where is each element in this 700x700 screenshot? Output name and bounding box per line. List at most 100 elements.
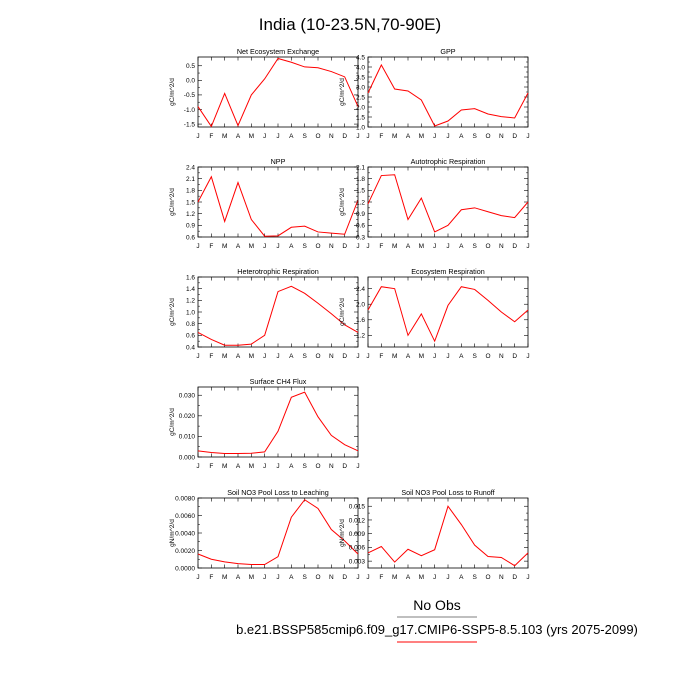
x-tick-label: J (196, 243, 199, 250)
x-tick-label: J (263, 574, 266, 581)
x-tick-label: J (446, 133, 449, 140)
plot-frame (197, 56, 359, 128)
y-tick-label: 1.2 (186, 298, 195, 305)
plot-frame (367, 497, 529, 569)
x-tick-label: A (236, 463, 241, 470)
x-tick-label: A (236, 133, 241, 140)
y-tick-label: 0.012 (349, 517, 366, 524)
y-tick-label: 0.4 (186, 344, 195, 351)
x-tick-label: O (485, 574, 490, 581)
x-tick-label: S (472, 133, 477, 140)
x-tick-label: M (392, 353, 397, 360)
x-tick-label: J (263, 463, 266, 470)
x-tick-label: M (249, 243, 254, 250)
x-tick-label: J (446, 574, 449, 581)
x-tick-label: O (315, 463, 320, 470)
y-tick-label: 1.5 (356, 188, 365, 195)
x-tick-label: O (315, 353, 320, 360)
y-tick-label: 0.000 (179, 454, 196, 461)
x-tick-label: M (392, 243, 397, 250)
y-tick-label: 1.0 (186, 309, 195, 316)
x-tick-label: J (276, 463, 279, 470)
y-tick-label: 0.6 (186, 333, 195, 340)
x-tick-label: J (196, 133, 199, 140)
y-tick-label: 2.0 (356, 104, 365, 111)
series-line (197, 175, 359, 237)
y-tick-label: 0.0020 (175, 548, 195, 555)
x-tick-label: M (249, 133, 254, 140)
x-tick-label: J (366, 353, 369, 360)
x-tick-label: M (419, 353, 424, 360)
x-tick-label: F (379, 574, 383, 581)
x-tick-label: F (379, 133, 383, 140)
y-tick-label: 0.0000 (175, 565, 195, 572)
y-tick-label: -1.5 (184, 121, 196, 128)
x-tick-label: J (196, 463, 199, 470)
x-tick-label: N (499, 133, 504, 140)
x-tick-label: N (329, 243, 334, 250)
x-tick-label: M (249, 574, 254, 581)
x-tick-label: A (406, 574, 411, 581)
x-tick-label: J (356, 243, 359, 250)
x-tick-label: S (302, 353, 307, 360)
x-tick-label: A (459, 574, 464, 581)
y-tick-label: 1.2 (186, 211, 195, 218)
x-tick-label: A (459, 243, 464, 250)
panel-4: Heterotrophic Respiration gC/m^2/d J F M A M J J… (169, 267, 360, 360)
y-axis-label: gC/m^2/d (339, 298, 346, 326)
figure-title: India (10-23.5N,70-90E) (259, 15, 441, 34)
x-tick-label: O (485, 133, 490, 140)
x-tick-label: J (526, 353, 529, 360)
y-tick-label: 1.2 (356, 333, 365, 340)
y-tick-label: 2.0 (356, 302, 365, 309)
x-tick-label: O (485, 353, 490, 360)
panel-title: Autotrophic Respiration (411, 157, 486, 166)
x-tick-label: J (276, 574, 279, 581)
y-tick-label: 0.9 (186, 223, 195, 230)
x-tick-label: S (472, 353, 477, 360)
x-tick-label: O (485, 243, 490, 250)
x-tick-label: N (499, 574, 504, 581)
plot-frame (367, 276, 529, 348)
y-tick-label: 0.010 (179, 434, 196, 441)
x-tick-label: A (236, 574, 241, 581)
x-tick-label: M (249, 463, 254, 470)
legend-label: No Obs (413, 597, 460, 613)
x-tick-label: S (302, 574, 307, 581)
y-tick-label: 2.1 (356, 164, 365, 171)
y-axis-label: gN/m^2/d (169, 519, 176, 547)
x-tick-label: D (342, 574, 347, 581)
y-tick-label: 0.6 (186, 234, 195, 241)
y-tick-label: 1.5 (186, 199, 195, 206)
x-tick-label: D (342, 463, 347, 470)
y-tick-label: 0.6 (356, 223, 365, 230)
y-tick-label: 0.5 (186, 63, 195, 70)
x-tick-label: J (356, 133, 359, 140)
y-tick-label: 1.6 (186, 274, 195, 281)
x-tick-label: J (446, 353, 449, 360)
y-tick-label: 2.4 (356, 286, 365, 293)
x-tick-label: M (222, 133, 227, 140)
x-tick-label: M (222, 243, 227, 250)
panel-title: Soil NO3 Pool Loss to Leaching (227, 488, 329, 497)
y-tick-label: 1.4 (186, 286, 195, 293)
x-tick-label: F (379, 243, 383, 250)
x-tick-label: J (526, 574, 529, 581)
panel-7: Soil NO3 Pool Loss to Leaching gN/m^2/d J F… (169, 488, 360, 581)
x-tick-label: M (222, 353, 227, 360)
y-tick-label: 0.0 (186, 78, 195, 85)
series-line (367, 286, 529, 343)
series-line (367, 505, 529, 567)
x-tick-label: J (356, 463, 359, 470)
x-tick-label: F (209, 243, 213, 250)
x-tick-label: J (276, 243, 279, 250)
y-tick-label: 0.006 (349, 545, 366, 552)
x-tick-label: M (419, 243, 424, 250)
x-tick-label: F (209, 353, 213, 360)
panel-8: Soil NO3 Pool Loss to Runoff gN/m^2/d J F M A… (339, 488, 530, 581)
x-tick-label: A (289, 574, 294, 581)
y-tick-label: 0.3 (356, 234, 365, 241)
